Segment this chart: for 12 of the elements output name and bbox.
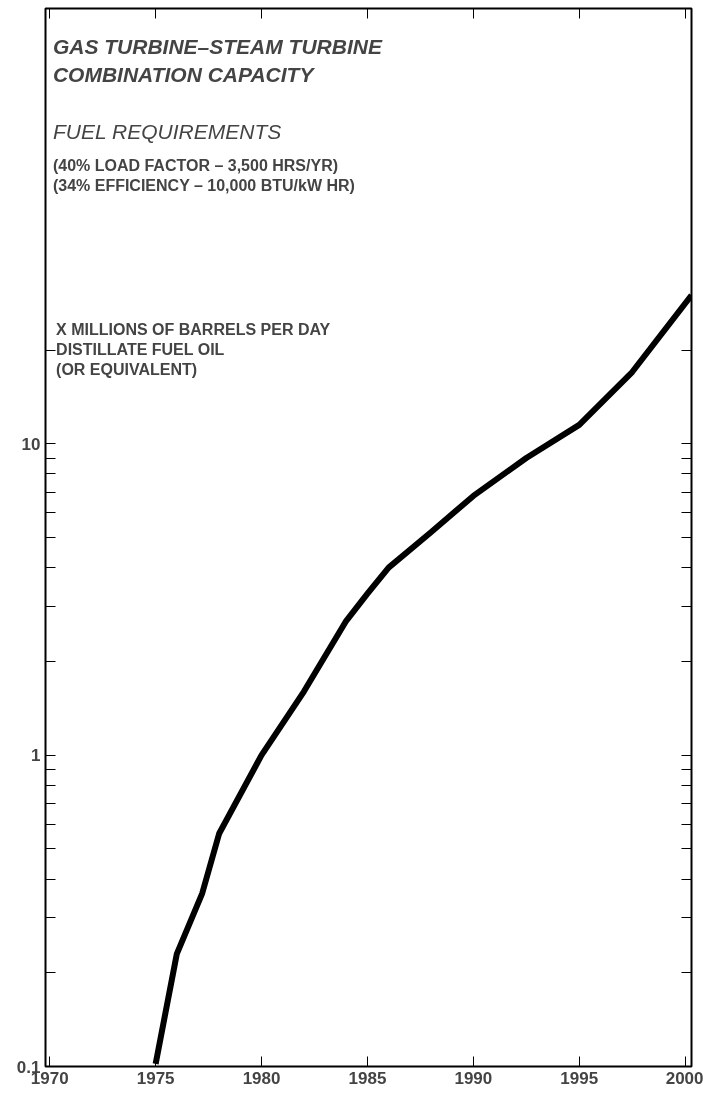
x-tick-label: 1985 [348, 1068, 387, 1088]
x-tick-label: 1980 [242, 1068, 281, 1088]
x-tick-label: 1990 [454, 1068, 493, 1088]
text: GAS TURBINE–STEAM TURBINE COMBINATION CAPACITY [52, 34, 383, 86]
x-tick-label: 1975 [136, 1068, 175, 1088]
x-tick-label: 1995 [560, 1068, 599, 1088]
y-axis-title: X MILLIONS OF BARRELS PER DAY DISTILLATE FUEL OIL (OR EQUIVALENT) [56, 320, 331, 379]
y-tick-label: 10 [21, 434, 41, 454]
y-tick-label: 1 [31, 746, 41, 766]
annotation: (40% LOAD FACTOR – 3,500 HRS/YR) (34% EFFICIENCY – 10,000 BTU/kW HR) [52, 156, 355, 195]
text: FUEL REQUIREMENTS [52, 119, 282, 143]
x-tick-label: 2000 [665, 1068, 703, 1088]
